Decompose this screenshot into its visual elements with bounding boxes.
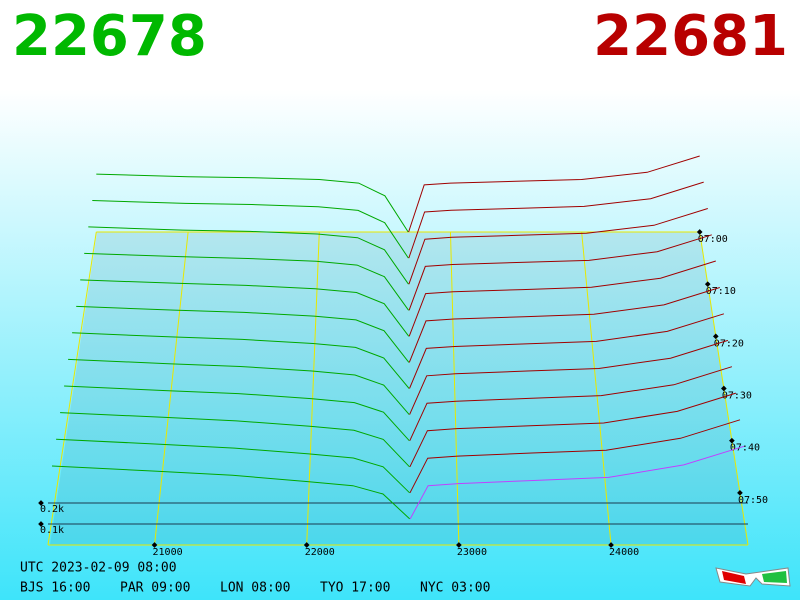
time-tick-label: 07:20: [714, 338, 744, 349]
tick-marker: [712, 333, 719, 340]
tick-marker: [729, 437, 735, 444]
depth-tick-label: 0.2k: [40, 504, 64, 515]
ask-depth-line: [409, 392, 737, 468]
clock: BJS 16:00: [20, 581, 90, 596]
price-grid-line: [449, 231, 460, 546]
best-ask: 22681: [593, 4, 788, 69]
best-bid: 22678: [12, 4, 207, 69]
ask-depth-line: [408, 155, 700, 233]
x-tick-label: 21000: [153, 547, 183, 558]
time-tick-label: 07:40: [730, 443, 760, 454]
tick-marker: [303, 542, 310, 548]
bid-depth-line: [72, 332, 410, 389]
tick-marker: [737, 490, 743, 496]
tick-marker: [696, 229, 703, 235]
bid-depth-line: [76, 305, 410, 363]
clock: PAR 09:00: [120, 581, 190, 596]
ask-depth-line: [408, 181, 704, 259]
time-tick-label: 07:30: [722, 391, 752, 402]
ask-depth-line: [408, 287, 720, 363]
x-tick-label: 24000: [609, 547, 639, 558]
bid-depth-line: [80, 279, 410, 337]
clock: NYC 03:00: [420, 581, 490, 596]
tick-marker: [721, 385, 727, 392]
3d-glasses-icon: [715, 567, 791, 587]
ask-depth-line: [409, 419, 741, 494]
x-tick-label: 23000: [457, 547, 487, 558]
time-tick-label: 07:00: [698, 234, 728, 245]
utc-time: UTC 2023-02-09 08:00: [20, 561, 177, 576]
bid-depth-line: [64, 385, 410, 442]
bid-depth-line: [92, 200, 409, 259]
depth-tick-label: 0.1k: [40, 525, 64, 536]
tick-marker: [704, 281, 711, 287]
price-grid-line: [581, 231, 612, 546]
ask-depth-line: [408, 208, 708, 285]
plot: 21000 22000 23000 24000 0.1k 0.2k 07:00 07:10 07…: [38, 155, 768, 558]
bid-depth-line: [84, 252, 410, 311]
tick-marker: [456, 542, 462, 548]
bid-depth-line: [68, 358, 410, 415]
time-tick-label: 07:10: [706, 286, 736, 297]
price-grid-line: [306, 231, 320, 546]
tick-marker: [608, 542, 614, 548]
tick-marker: [151, 542, 158, 548]
clock: LON 08:00: [220, 581, 290, 596]
ask-depth-line: [408, 260, 716, 337]
x-tick-label: 22000: [305, 547, 335, 558]
floor: [50, 232, 748, 545]
bid-depth-line: [56, 438, 410, 494]
ask-depth-line: [409, 366, 733, 441]
tick-marker: [38, 521, 44, 527]
ask-depth-line: [408, 234, 712, 311]
bid-depth-line: [88, 226, 409, 285]
clock: TYO 17:00: [320, 581, 390, 596]
ask-depth-line: [409, 339, 729, 415]
price-grid-line: [154, 231, 189, 546]
clocks: BJS 16:00 PAR 09:00 LON 08:00 TYO 17:00 NYC …: [20, 581, 490, 596]
bid-depth-line: [51, 465, 411, 520]
ask-depth-line: [409, 445, 745, 520]
time-tick-label: 07:50: [738, 495, 768, 506]
bid-depth-line: [60, 412, 410, 468]
bid-depth-line: [96, 173, 409, 233]
floor-edge: [47, 231, 97, 546]
ask-depth-line: [409, 313, 725, 389]
